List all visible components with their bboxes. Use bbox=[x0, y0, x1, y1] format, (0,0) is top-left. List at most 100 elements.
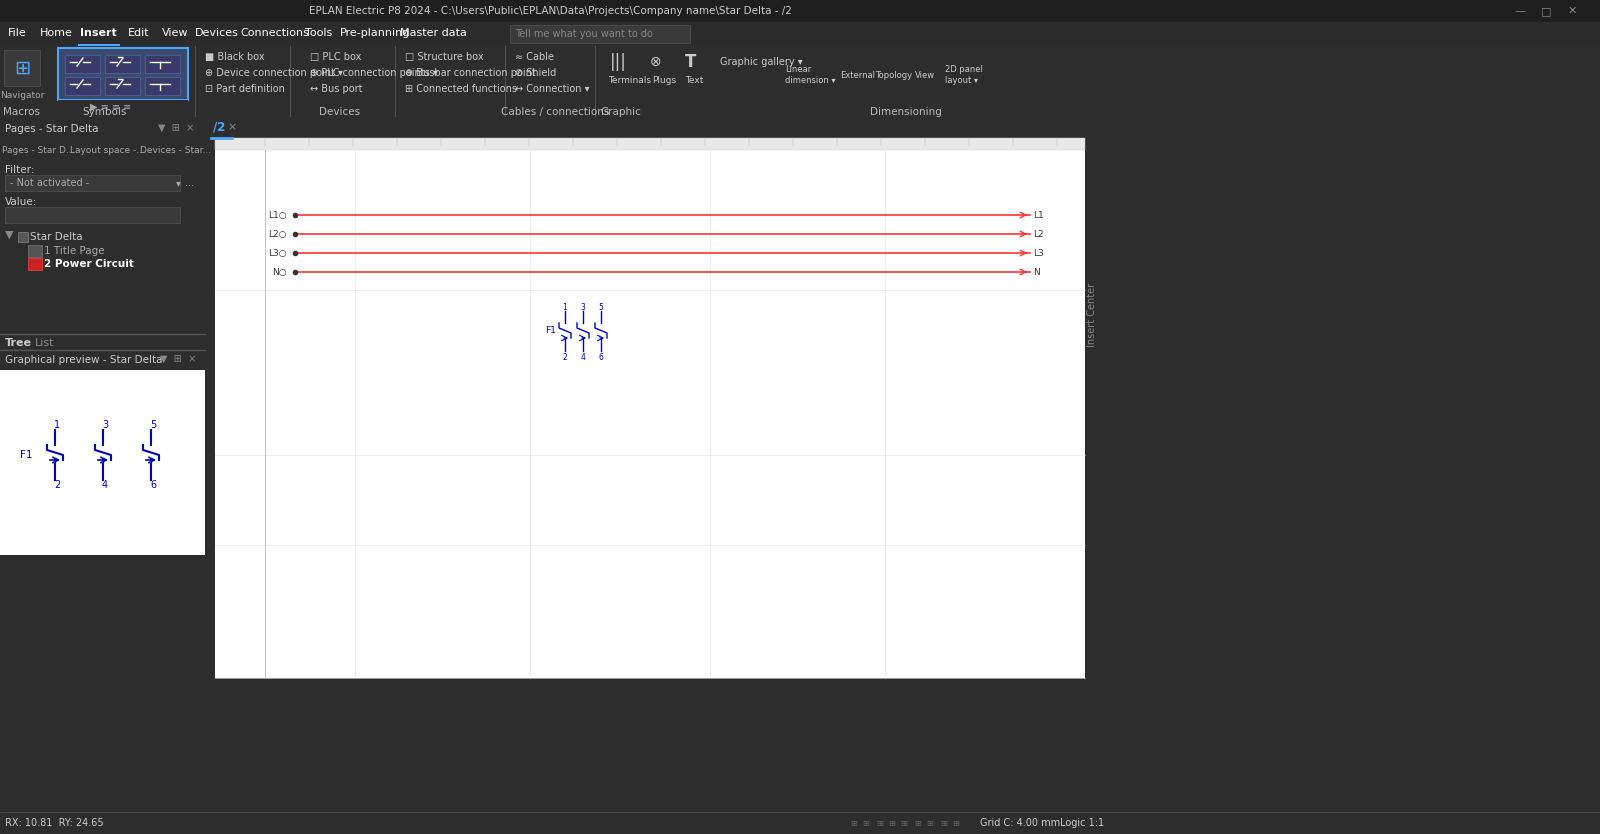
Text: ✕: ✕ bbox=[1568, 6, 1576, 16]
Text: 2: 2 bbox=[563, 353, 568, 361]
Text: Connections: Connections bbox=[240, 28, 309, 38]
Text: ▼  ⊞  ×: ▼ ⊞ × bbox=[158, 124, 194, 134]
Bar bbox=[106, 55, 141, 73]
Text: Topology: Topology bbox=[875, 71, 912, 79]
Text: Filter:: Filter: bbox=[5, 165, 35, 175]
Text: Insert Center: Insert Center bbox=[1086, 283, 1098, 347]
Text: 1: 1 bbox=[54, 420, 61, 430]
Text: Layout space -...: Layout space -... bbox=[70, 145, 146, 154]
Text: 2 Power Circuit: 2 Power Circuit bbox=[45, 259, 134, 269]
Bar bbox=[0, 22, 1600, 45]
Text: 4: 4 bbox=[581, 353, 586, 361]
Text: ×: × bbox=[227, 122, 237, 132]
Text: - Not activated -: - Not activated - bbox=[10, 178, 90, 188]
Text: Pre-planning: Pre-planning bbox=[339, 28, 410, 38]
Text: Edit: Edit bbox=[128, 28, 150, 38]
Text: L3: L3 bbox=[1034, 249, 1043, 258]
Bar bbox=[106, 77, 141, 95]
Text: F1: F1 bbox=[19, 450, 32, 460]
Text: |||: ||| bbox=[610, 53, 627, 71]
Text: Home: Home bbox=[40, 28, 74, 38]
Text: ▶ ≡ ≡ ≡: ▶ ≡ ≡ ≡ bbox=[90, 102, 131, 112]
Bar bbox=[58, 100, 189, 114]
Text: ...: ... bbox=[186, 178, 194, 188]
Bar bbox=[78, 44, 120, 46]
Text: Tell me what you want to do: Tell me what you want to do bbox=[515, 29, 653, 39]
Text: ⊕ PLC connection points ▾: ⊕ PLC connection points ▾ bbox=[310, 68, 438, 78]
Text: File: File bbox=[8, 28, 27, 38]
Text: ⊡ Part definition: ⊡ Part definition bbox=[205, 84, 285, 94]
Text: ▼  ⊞  ×: ▼ ⊞ × bbox=[160, 355, 197, 365]
Text: 1: 1 bbox=[563, 303, 568, 312]
Text: ↔ Bus port: ↔ Bus port bbox=[310, 84, 363, 94]
Text: Logic 1:1: Logic 1:1 bbox=[1059, 818, 1104, 828]
Text: /2: /2 bbox=[213, 120, 226, 133]
Text: L1○: L1○ bbox=[269, 210, 286, 219]
Text: ⊞: ⊞ bbox=[914, 818, 922, 827]
Text: 5: 5 bbox=[150, 420, 157, 430]
Text: External: External bbox=[840, 71, 875, 79]
Text: ■ Black box: ■ Black box bbox=[205, 52, 264, 62]
Text: L3○: L3○ bbox=[269, 249, 286, 258]
Bar bbox=[18, 232, 29, 242]
Text: □ Structure box: □ Structure box bbox=[405, 52, 483, 62]
Text: ⊞: ⊞ bbox=[899, 818, 907, 827]
Text: ⊞: ⊞ bbox=[941, 818, 947, 827]
Bar bbox=[214, 138, 1085, 678]
Text: Symbols: Symbols bbox=[83, 107, 126, 117]
Text: Devices: Devices bbox=[320, 107, 360, 117]
Text: □ PLC box: □ PLC box bbox=[310, 52, 362, 62]
Text: RX: 10.81  RY: 24.65: RX: 10.81 RY: 24.65 bbox=[5, 818, 104, 828]
Bar bbox=[0, 159, 205, 334]
Bar bbox=[66, 55, 99, 73]
Text: ⊗: ⊗ bbox=[650, 55, 662, 69]
Bar bbox=[29, 258, 42, 270]
Text: ⊞ Connected functions: ⊞ Connected functions bbox=[405, 84, 517, 94]
Text: L2: L2 bbox=[1034, 229, 1043, 239]
Text: Text: Text bbox=[685, 76, 704, 84]
Bar bbox=[0, 812, 1600, 834]
Text: L2○: L2○ bbox=[269, 229, 286, 239]
Text: Star Delta: Star Delta bbox=[30, 232, 83, 242]
Text: ⊞: ⊞ bbox=[877, 818, 883, 827]
Text: L1: L1 bbox=[1034, 210, 1043, 219]
Text: ≈ Cable: ≈ Cable bbox=[515, 52, 554, 62]
Text: Devices: Devices bbox=[195, 28, 238, 38]
Text: Terminals: Terminals bbox=[608, 76, 651, 84]
Text: 6: 6 bbox=[150, 480, 157, 490]
Text: 2: 2 bbox=[54, 480, 61, 490]
Bar bbox=[66, 77, 99, 95]
Text: Grid C: 4.00 mm: Grid C: 4.00 mm bbox=[979, 818, 1061, 828]
Bar bbox=[3, 50, 40, 86]
Text: ⊞: ⊞ bbox=[888, 818, 894, 827]
Text: ⊞: ⊞ bbox=[850, 818, 858, 827]
Text: N○: N○ bbox=[272, 268, 286, 277]
Bar bbox=[5, 175, 179, 191]
Text: □: □ bbox=[1541, 6, 1552, 16]
Bar bbox=[510, 25, 690, 43]
Text: Dimensioning: Dimensioning bbox=[870, 107, 942, 117]
Text: ↔ Connection ▾: ↔ Connection ▾ bbox=[515, 84, 589, 94]
Text: ⊞: ⊞ bbox=[952, 818, 958, 827]
Text: ⊞: ⊞ bbox=[14, 58, 30, 78]
Text: Plugs: Plugs bbox=[653, 76, 677, 84]
Text: 4: 4 bbox=[102, 480, 109, 490]
Text: N: N bbox=[1034, 268, 1040, 277]
Text: Tools: Tools bbox=[306, 28, 333, 38]
Text: ⊕ Device connection point ▾: ⊕ Device connection point ▾ bbox=[205, 68, 342, 78]
Bar bbox=[1085, 116, 1101, 676]
Text: Graphical preview - Star Delta: Graphical preview - Star Delta bbox=[5, 355, 163, 365]
Text: View: View bbox=[915, 71, 934, 79]
Text: Devices - Star...: Devices - Star... bbox=[141, 145, 211, 154]
Text: ⊘ Shield: ⊘ Shield bbox=[515, 68, 557, 78]
Bar bbox=[0, 116, 205, 141]
Text: ▾: ▾ bbox=[176, 178, 181, 188]
Text: Master data: Master data bbox=[400, 28, 467, 38]
Text: List: List bbox=[35, 338, 54, 348]
Bar bbox=[0, 370, 205, 555]
Text: 1 Title Page: 1 Title Page bbox=[45, 246, 104, 256]
Text: Tree: Tree bbox=[5, 338, 32, 348]
Text: 3: 3 bbox=[102, 420, 109, 430]
Text: EPLAN Electric P8 2024 - C:\Users\Public\EPLAN\Data\Projects\Company name\Star D: EPLAN Electric P8 2024 - C:\Users\Public… bbox=[309, 6, 792, 16]
Text: ⊞: ⊞ bbox=[862, 818, 869, 827]
